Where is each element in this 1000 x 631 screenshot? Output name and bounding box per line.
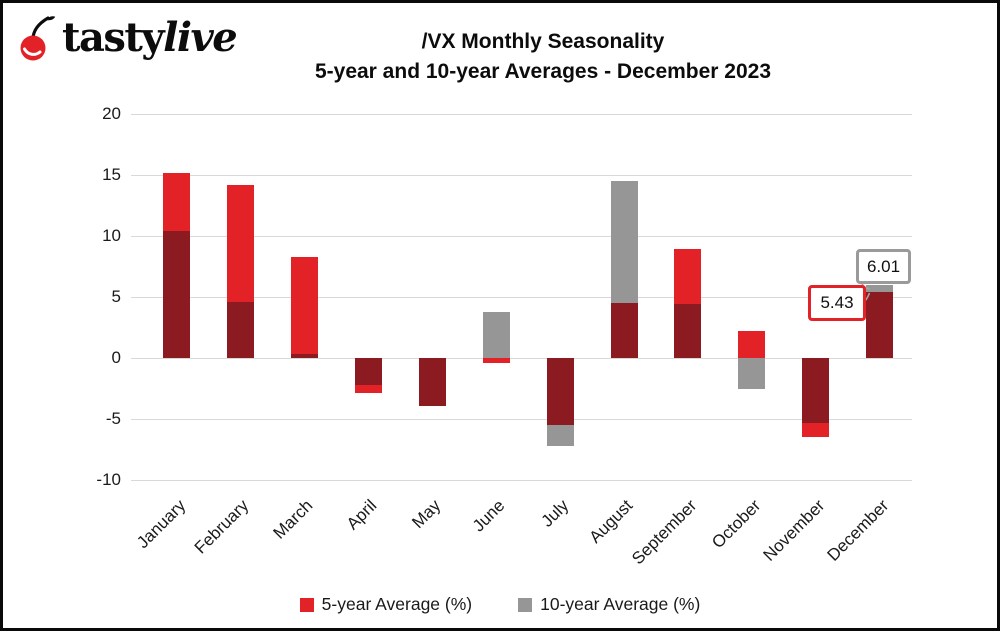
- bar-october-10yr: [738, 358, 766, 389]
- legend-item-5-year: 5-year Average (%): [299, 594, 473, 615]
- bar-april-5yr: [354, 384, 382, 394]
- y-axis-label--5: -5: [105, 409, 121, 428]
- bar-october-5yr: [738, 331, 766, 358]
- y-axis-label-5: 5: [111, 287, 121, 306]
- chart-legend: 5-year Average (%) 10-year Average (%): [3, 594, 997, 615]
- callout-10-year-text: 6.01: [866, 256, 901, 276]
- bar-april-overlap: [354, 358, 382, 385]
- bar-june-10yr: [482, 311, 510, 358]
- bar-december-overlap: [866, 291, 894, 358]
- bar-march-5yr: [290, 256, 318, 355]
- gridline-0: [131, 357, 912, 359]
- bar-august-overlap: [610, 303, 638, 358]
- bar-march-overlap: [290, 354, 318, 358]
- cherry-icon: [20, 16, 56, 61]
- callout-10-year-value: 6.01: [856, 249, 911, 284]
- bar-november-5yr: [802, 422, 830, 438]
- logo-text-tasty: tasty: [62, 14, 165, 61]
- tastylive-logo: tastylive: [19, 14, 238, 61]
- y-axis-label-0: 0: [111, 348, 121, 367]
- bar-november-overlap: [802, 358, 830, 423]
- bar-july-overlap: [546, 358, 574, 426]
- gridline-15: [131, 174, 912, 176]
- gridline--10: [131, 479, 912, 481]
- y-axis-label-20: 20: [102, 104, 121, 123]
- legend-swatch-10-year-icon: [518, 597, 533, 612]
- y-axis-label-10: 10: [102, 226, 121, 245]
- bar-february-5yr: [226, 184, 254, 302]
- bar-september-overlap: [674, 304, 702, 358]
- bar-january-overlap: [163, 231, 190, 358]
- chart-title-line2: 5-year and 10-year Averages - December 2…: [314, 60, 772, 83]
- legend-label-5-year: 5-year Average (%): [321, 594, 473, 614]
- y-axis-label--10: -10: [96, 470, 121, 489]
- gridline--5: [131, 418, 912, 420]
- bar-january-5yr: [163, 172, 190, 232]
- bar-december-10yr: [866, 284, 894, 292]
- bar-june-5yr: [482, 358, 510, 363]
- bar-september-5yr: [674, 249, 702, 305]
- bar-august-10yr: [610, 181, 638, 304]
- callout-5-year-text: 5.43: [820, 293, 854, 312]
- bar-may-overlap: [418, 358, 446, 406]
- bar-february-overlap: [226, 301, 254, 358]
- logo-text-live: live: [163, 14, 238, 61]
- logo-wordmark: tastylive: [62, 14, 238, 61]
- y-axis-label-15: 15: [102, 165, 121, 184]
- bar-july-10yr: [546, 425, 574, 446]
- gridline-20: [131, 113, 912, 115]
- chart-title-line1: /VX Monthly Seasonality: [421, 30, 665, 53]
- legend-item-10-year: 10-year Average (%): [518, 594, 700, 615]
- chart-title: /VX Monthly Seasonality 5-year and 10-ye…: [73, 27, 997, 87]
- callout-5-year-value: 5.43: [808, 285, 866, 321]
- legend-swatch-5-year-icon: [299, 597, 314, 612]
- gridline-5: [131, 296, 912, 298]
- gridline-10: [131, 235, 912, 237]
- legend-label-10-year: 10-year Average (%): [540, 594, 701, 614]
